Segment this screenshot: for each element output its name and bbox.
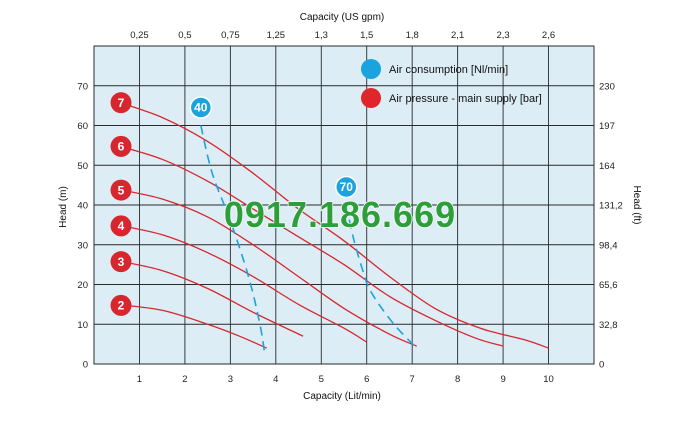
- x2-tick-9: 2,6: [542, 30, 555, 41]
- x2-tick-0: 0,25: [130, 30, 149, 41]
- y-tick-2: 20: [77, 280, 88, 291]
- x2-tick-labels: 0,25 0,5 0,75 1,25 1,3 1,5 1,8 2,1 2,3 2,6: [130, 30, 555, 41]
- x-tick-1: 2: [182, 374, 187, 385]
- x-axis-title: Capacity (Lit/min): [303, 391, 381, 402]
- x2-tick-3: 1,25: [267, 30, 286, 41]
- x-tick-5: 6: [364, 374, 369, 385]
- y-tick-5: 50: [77, 161, 88, 172]
- x-tick-3: 4: [273, 374, 278, 385]
- x2-tick-8: 2,3: [496, 30, 509, 41]
- grid-lines: [94, 46, 594, 364]
- x2-tick-4: 1,3: [315, 30, 328, 41]
- badge-circle: [110, 135, 132, 157]
- y2-tick-7: 230: [599, 81, 615, 92]
- y2-tick-4: 131,2: [599, 201, 623, 212]
- pressure-line-6: [116, 144, 504, 347]
- badge-label: 3: [118, 255, 125, 269]
- x-tick-7: 8: [455, 374, 460, 385]
- x-tick-labels: 1 2 3 4 5 6 7 8 9 10: [137, 374, 554, 385]
- phone-watermark: 0917.186.669: [224, 194, 456, 235]
- y2-tick-2: 65,6: [599, 280, 618, 291]
- badge-circle: [110, 92, 132, 114]
- pressure-badge-5: 5: [110, 179, 132, 201]
- pressure-badge-4: 4: [110, 215, 132, 237]
- y-tick-labels: 0 10 20 30 40 50 60 70: [77, 81, 88, 370]
- x2-axis-title: Capacity (US gpm): [300, 12, 384, 23]
- y-tick-7: 70: [77, 81, 88, 92]
- pressure-line-5: [116, 188, 417, 347]
- x2-tick-6: 1,8: [406, 30, 419, 41]
- y2-tick-6: 197: [599, 121, 615, 132]
- y-axis-title: Head (m): [58, 186, 69, 228]
- y2-axis-title: Head (ft): [631, 186, 642, 225]
- pressure-badge-6: 6: [110, 135, 132, 157]
- legend-pressure-label: Air pressure - main supply [bar]: [389, 93, 542, 105]
- x2-tick-7: 2,1: [451, 30, 464, 41]
- badge-label: 40: [194, 101, 208, 115]
- y-tick-0: 0: [83, 360, 88, 371]
- badge-circle: [335, 175, 358, 199]
- y-tick-3: 30: [77, 240, 88, 251]
- y2-tick-0: 0: [599, 360, 604, 371]
- air-line-70: [345, 204, 418, 349]
- x2-tick-5: 1,5: [360, 30, 373, 41]
- pressure-badge-7: 7: [110, 92, 132, 114]
- x-tick-8: 9: [500, 374, 505, 385]
- badge-label: 70: [340, 180, 354, 194]
- pressure-badge-3: 3: [110, 251, 132, 273]
- pressure-line-2: [116, 303, 267, 349]
- pressure-line-3: [116, 260, 304, 337]
- air-line-40: [200, 125, 266, 353]
- badge-label: 7: [118, 96, 125, 110]
- y-tick-6: 60: [77, 121, 88, 132]
- x-tick-0: 1: [137, 374, 142, 385]
- legend-air-marker: [361, 59, 381, 79]
- y-tick-1: 10: [77, 320, 88, 331]
- y2-tick-1: 32,8: [599, 320, 618, 331]
- y-tick-4: 40: [77, 201, 88, 212]
- x2-tick-1: 0,5: [178, 30, 191, 41]
- air-badge-40: 40: [189, 96, 213, 119]
- pressure-badge-2: 2: [110, 294, 132, 316]
- pressure-line-7: [116, 101, 549, 349]
- y2-tick-5: 164: [599, 161, 615, 172]
- badge-circle: [110, 179, 132, 201]
- badge-label: 2: [118, 299, 125, 313]
- x-tick-4: 5: [319, 374, 324, 385]
- badge-label: 6: [118, 140, 125, 154]
- badge-circle: [189, 96, 213, 119]
- badge-circle: [110, 215, 132, 237]
- badge-circle: [110, 294, 132, 316]
- x-tick-9: 10: [543, 374, 554, 385]
- x-tick-6: 7: [410, 374, 415, 385]
- badge-circle: [110, 251, 132, 273]
- y2-tick-3: 98,4: [599, 240, 618, 251]
- air-badge-70: 70: [335, 175, 358, 199]
- y2-tick-labels: 0 32,8 65,6 98,4 131,2 164 197 230: [599, 81, 623, 370]
- series-layer: [116, 101, 549, 353]
- pressure-line-4: [116, 224, 368, 343]
- legend-air-label: Air consumption [Nl/min]: [389, 64, 508, 76]
- legend: Air consumption [Nl/min] Air pressure - …: [361, 59, 542, 108]
- x2-tick-2: 0,75: [221, 30, 240, 41]
- x-tick-2: 3: [228, 374, 233, 385]
- series-badges: 2 3 4 5 6 7 40 70: [110, 92, 358, 316]
- badge-label: 4: [118, 219, 125, 233]
- badge-label: 5: [118, 183, 125, 197]
- legend-pressure-marker: [361, 88, 381, 108]
